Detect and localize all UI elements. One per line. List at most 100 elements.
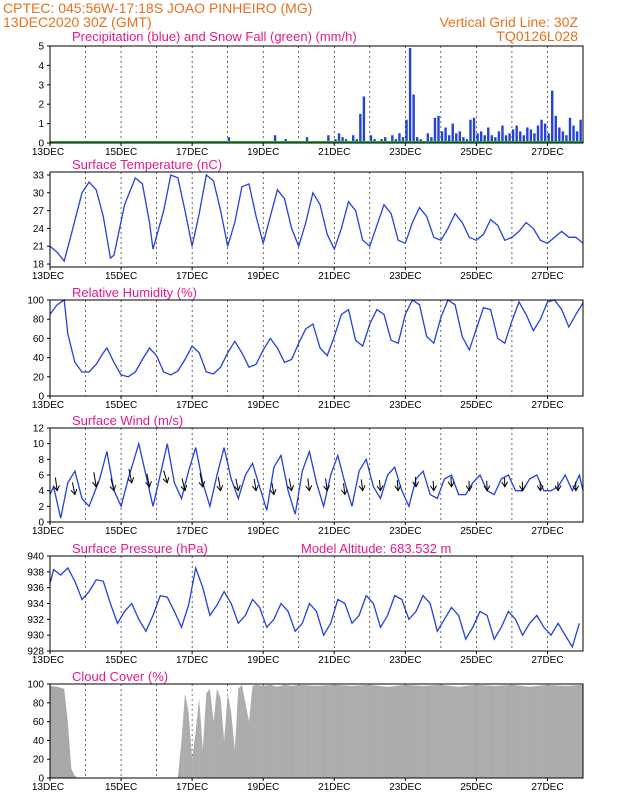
x-date-label: 21DEC (318, 655, 350, 666)
series-line-humidity (49, 298, 584, 378)
wind-arrow (394, 479, 402, 492)
precip-bar (561, 131, 565, 143)
precip-bar (415, 137, 419, 143)
precip-bar (579, 119, 582, 143)
x-date-label: 21DEC (318, 782, 350, 793)
wind-arrow (323, 478, 330, 492)
precip-bar (469, 119, 472, 143)
x-date-label: 27DEC (531, 782, 563, 793)
x-date-label: 23DEC (389, 271, 421, 282)
y-tick-label: 4 (38, 486, 44, 497)
wind-arrow (145, 473, 152, 488)
precip-bar (572, 125, 575, 143)
wind-arrow (251, 478, 259, 492)
x-date-label: 15DEC (105, 147, 137, 158)
precip-bar (327, 135, 330, 143)
panel-frame (49, 683, 584, 779)
precip-bar (352, 135, 355, 143)
x-date-label: 13DEC (32, 271, 64, 282)
x-date-label: 27DEC (531, 655, 563, 666)
precip-bar (440, 131, 444, 143)
precip-bar (405, 119, 408, 143)
x-date-label: 21DEC (318, 147, 350, 158)
y-tick-label: 0 (38, 774, 44, 785)
x-date-label: 15DEC (105, 526, 137, 537)
precip-bar (401, 137, 405, 143)
precip-bar (526, 127, 529, 143)
x-date-label: 25DEC (460, 782, 492, 793)
precip-bar (575, 131, 579, 143)
precip-bar (408, 47, 412, 143)
precip-bar (547, 133, 550, 143)
wind-arrow (340, 483, 348, 496)
x-date-label: 17DEC (176, 655, 208, 666)
panel-humidity: Relative Humidity (%) 0 20 40 60 80 100 13DEC 15… (27, 285, 584, 411)
series-line-wind (49, 441, 584, 519)
panel-frame (49, 299, 584, 397)
wind-arrow (483, 480, 491, 492)
y-tick-label: 100 (27, 680, 44, 691)
panel-title-precip: Precipitation (blue) and Snow Fall (gree… (72, 29, 357, 44)
precip-bar (451, 123, 454, 143)
y-tick-label: 3 (38, 80, 44, 91)
x-date-label: 21DEC (318, 526, 350, 537)
x-date-label: 23DEC (389, 147, 421, 158)
wind-arrow (53, 477, 60, 492)
y-tick-label: 2 (38, 502, 44, 513)
wind-arrow (70, 482, 78, 496)
y-tick-label: 940 (27, 552, 44, 563)
y-tick-label: 30 (33, 188, 45, 199)
precip-bar (369, 135, 373, 143)
x-date-label: 13DEC (32, 655, 64, 666)
precip-bar (430, 137, 433, 143)
wind-arrow (376, 479, 384, 492)
x-date-label: 19DEC (247, 655, 279, 666)
precip-bar (273, 135, 277, 143)
precip-bar (529, 129, 533, 143)
wind-arrow (447, 476, 455, 488)
header-run-time: 13DEC2020 30Z (GMT) (3, 14, 152, 30)
wind-arrow (92, 472, 99, 488)
precip-bar (490, 135, 494, 143)
y-tick-label: 934 (27, 599, 44, 610)
precip-bar (476, 133, 479, 143)
y-tick-label: 20 (33, 755, 45, 766)
x-date-label: 27DEC (531, 147, 563, 158)
precip-bar (426, 133, 430, 143)
precip-bar (483, 135, 486, 143)
y-tick-label: 930 (27, 631, 44, 642)
precip-bar (455, 133, 458, 143)
precip-bar (362, 96, 366, 143)
y-tick-label: 2 (38, 100, 44, 111)
precip-bar (551, 90, 554, 143)
wind-arrow (412, 476, 420, 488)
x-date-label: 13DEC (32, 147, 64, 158)
chart-panels: Precipitation (blue) and Snow Fall (gree… (27, 29, 584, 793)
wind-arrow (198, 472, 206, 488)
x-date-label: 17DEC (176, 147, 208, 158)
series-line-temperature (49, 173, 584, 263)
wind-arrow (465, 480, 473, 492)
y-tick-label: 60 (33, 334, 45, 345)
panel-temperature: Surface Temperature (nC) 18 21 24 27 30 33 13DE… (32, 157, 584, 282)
wind-arrow (216, 476, 224, 492)
precip-bar (437, 115, 440, 143)
wind-arrow (234, 478, 241, 492)
precip-bar (341, 137, 344, 143)
precip-bar (384, 137, 387, 143)
y-tick-label: 928 (27, 647, 44, 658)
y-tick-label: 938 (27, 567, 44, 578)
x-date-label: 25DEC (460, 147, 492, 158)
wind-arrow (109, 478, 117, 492)
precip-bar (458, 131, 462, 143)
y-tick-label: 4 (38, 61, 44, 72)
y-tick-label: 33 (33, 170, 45, 181)
x-date-label: 17DEC (176, 526, 208, 537)
precip-bar (472, 117, 476, 143)
wind-arrow (554, 481, 562, 492)
x-date-label: 13DEC (32, 526, 64, 537)
precip-bar (337, 133, 341, 143)
wind-arrow (287, 478, 295, 492)
wind-arrow (572, 481, 580, 492)
x-date-label: 15DEC (105, 782, 137, 793)
